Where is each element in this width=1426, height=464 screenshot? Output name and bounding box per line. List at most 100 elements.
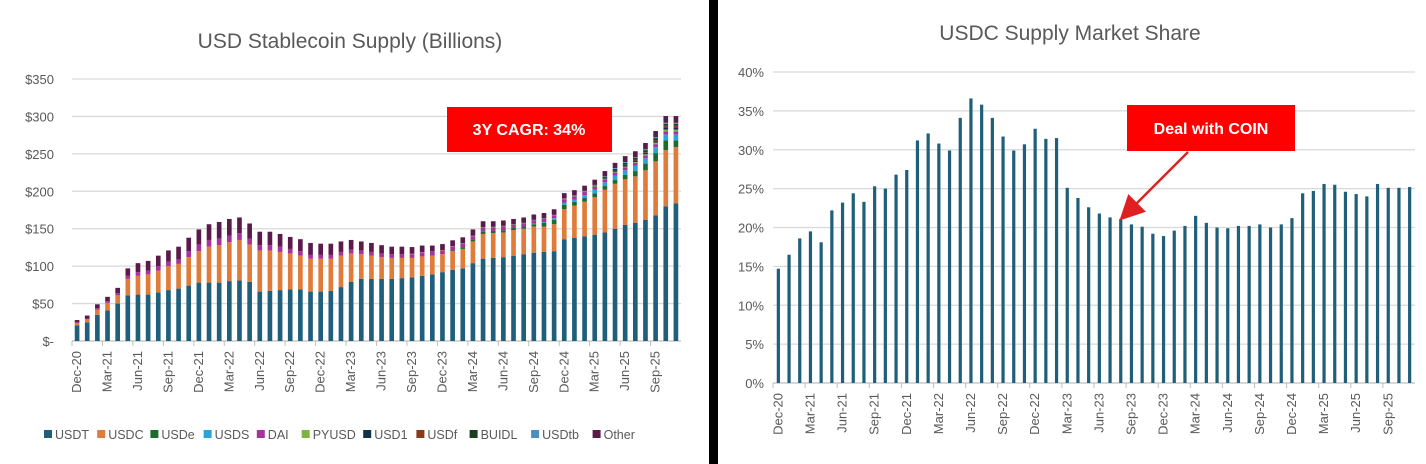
bar-segment-other (561, 193, 567, 199)
x-tick-label: Sep-21 (160, 351, 175, 393)
bar-segment-other (622, 156, 628, 163)
y-tick-label: 25% (738, 182, 764, 197)
bar-segment-other (308, 242, 313, 255)
bar-segment-usdc (592, 197, 598, 235)
share-bar (798, 238, 802, 383)
share-bar (1183, 225, 1187, 383)
bar-segment-dai (501, 226, 506, 231)
bar-segment-other (287, 236, 293, 249)
bar-segment-usdtb (592, 184, 598, 186)
bar-segment-dai (663, 131, 669, 135)
bar-segment-usdt (470, 263, 476, 341)
bar-segment-usdc (501, 232, 506, 258)
bar-segment-usds (622, 170, 628, 175)
share-bar (958, 117, 962, 383)
bar-segment-dai (267, 245, 273, 251)
bar-segment-usde (653, 153, 658, 162)
bar-segment-other (541, 212, 547, 219)
bar-segment-pyusd (632, 162, 638, 163)
legend-swatch-usd1 (363, 430, 372, 438)
bar-segment-usdc (389, 257, 395, 279)
bar-segment-other (257, 231, 263, 246)
bar-segment-buidl (592, 185, 598, 187)
x-tick-label: Dec-20 (69, 351, 84, 393)
bar-segment-dai (226, 235, 232, 243)
bar-segment-usde (531, 224, 537, 227)
bar-segment-usdt (511, 255, 516, 341)
bar-segment-other (267, 231, 273, 246)
bar-segment-other (419, 245, 425, 253)
bar-segment-usde (622, 174, 628, 180)
bar-segment-usdt (247, 281, 252, 341)
bar-segment-dai (582, 192, 587, 196)
legend-label-usdtb: USDtb (542, 428, 579, 442)
bar-segment-usdc (490, 233, 496, 258)
bar-segment-dai (643, 155, 648, 159)
bar-segment-usdt (369, 278, 374, 341)
bar-segment-usdt (490, 257, 496, 341)
bar-segment-dai (440, 250, 445, 255)
y-tick-label: $200 (25, 184, 54, 199)
bar-segment-usds (531, 223, 537, 225)
bar-segment-usde (450, 250, 455, 252)
bar-segment-usdc (257, 250, 263, 292)
bar-segment-dai (460, 243, 466, 248)
chart-title: USDC Supply Market Share (939, 22, 1200, 45)
y-tick-label: $100 (25, 259, 54, 274)
x-tick-label: Dec-22 (313, 351, 328, 393)
bar-segment-other (673, 116, 679, 123)
x-tick-label: Mar-21 (100, 351, 115, 392)
share-bar (1236, 225, 1241, 383)
y-tick-label: $250 (25, 147, 54, 162)
legend-label-pyusd: PYUSD (313, 428, 356, 442)
bar-segment-usdc (419, 256, 425, 276)
bar-segment-other (135, 263, 141, 273)
bar-segment-usdc (166, 266, 171, 291)
x-tick-label: Sep-25 (1380, 393, 1395, 435)
share-bar (1044, 138, 1048, 383)
bar-segment-usdc (632, 176, 638, 223)
share-bar (1247, 225, 1251, 383)
bar-segment-usdt (318, 291, 324, 341)
bar-segment-usdc (267, 250, 273, 291)
bar-segment-usdt (531, 252, 537, 341)
bar-segment-usdt (541, 251, 547, 341)
share-bar (808, 231, 813, 383)
y-tick-label: 10% (738, 298, 764, 313)
bar-segment-usds (561, 202, 567, 205)
bar-segment-usdc (531, 226, 537, 253)
bar-segment-dai (328, 254, 334, 259)
y-tick-label: 15% (738, 259, 764, 274)
bar-segment-usd1 (643, 152, 648, 155)
bar-segment-dai (84, 318, 90, 320)
bar-segment-usdt (602, 232, 608, 341)
bar-segment-usdc (206, 246, 212, 283)
bar-segment-usds (541, 221, 547, 223)
bar-segment-usdc (196, 251, 202, 283)
bar-segment-usdt (348, 281, 354, 341)
share-bar (1215, 227, 1219, 383)
bar-segment-usdc (399, 257, 405, 279)
bar-segment-other (145, 260, 151, 271)
share-bar (937, 143, 941, 383)
bar-segment-usdtb (653, 137, 658, 139)
bar-segment-dai (338, 251, 344, 256)
bar-segment-pyusd (612, 171, 618, 173)
bar-segment-other (358, 241, 364, 251)
legend-swatch-pyusd (301, 430, 310, 438)
bar-segment-dai (612, 172, 618, 176)
x-tick-label: Dec-23 (1156, 393, 1171, 435)
bar-segment-usdt (176, 288, 181, 341)
bar-segment-other (460, 237, 466, 244)
bar-segment-usdt (155, 292, 161, 341)
bar-segment-dai (105, 301, 110, 303)
bar-segment-usdc (460, 248, 466, 269)
share-bar (1129, 224, 1134, 383)
bar-segment-dai (450, 246, 455, 251)
bar-segment-usde (561, 204, 567, 210)
bar-segment-other (155, 255, 161, 267)
bar-segment-usdc (470, 241, 476, 264)
bar-segment-usde (490, 230, 496, 234)
share-bar (1065, 187, 1069, 383)
bar-segment-usdt (501, 257, 506, 341)
